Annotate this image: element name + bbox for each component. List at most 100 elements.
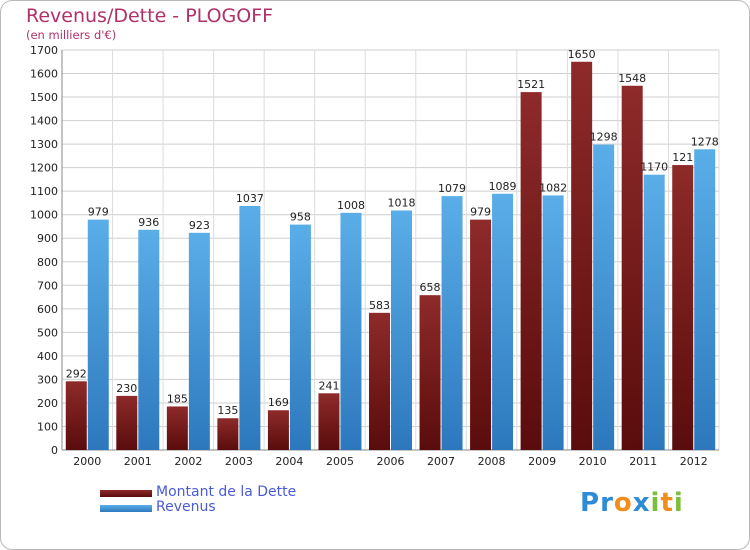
bar-revenus [391, 210, 412, 450]
y-tick-label: 200 [37, 397, 58, 410]
bar-dette [672, 165, 694, 450]
x-tick-label: 2010 [579, 455, 607, 468]
bar-revenus [643, 174, 665, 451]
legend-label-dette: Montant de la Dette [156, 484, 297, 500]
y-tick-label: 1300 [30, 138, 58, 151]
data-label-dette: 121 [672, 151, 693, 164]
y-tick-label: 0 [51, 444, 58, 457]
data-label-revenus: 1089 [489, 180, 517, 193]
logo-letter: P [580, 488, 601, 518]
x-tick-label: 2005 [326, 455, 354, 468]
data-label-dette: 1650 [568, 48, 596, 61]
bar-revenus [239, 206, 261, 450]
data-label-dette: 1548 [618, 72, 646, 85]
bar-dette [65, 381, 87, 450]
y-tick-label: 1700 [30, 44, 58, 57]
y-tick-label: 600 [37, 303, 58, 316]
bar-dette [571, 61, 593, 450]
data-label-revenus: 936 [138, 216, 159, 229]
data-label-dette: 658 [420, 281, 441, 294]
y-tick-label: 700 [37, 279, 58, 292]
data-label-dette: 185 [167, 392, 188, 405]
y-tick-label: 100 [37, 420, 58, 433]
legend-swatch-revenus [100, 505, 152, 512]
y-tick-label: 900 [37, 232, 58, 245]
logo-letter: r [600, 488, 614, 518]
data-label-revenus: 1170 [640, 161, 668, 174]
y-tick-label: 1200 [30, 162, 58, 175]
bar-dette [267, 410, 289, 450]
data-labels: 292 230 185 135 169 241 583 658 979 1521 1650 1548 1… [66, 48, 719, 417]
x-tick-label: 2003 [225, 455, 253, 468]
bar-dette [318, 393, 340, 450]
data-label-revenus: 958 [290, 211, 311, 224]
bar-revenus [593, 144, 615, 450]
data-label-dette: 241 [318, 379, 339, 392]
logo-letter: i [673, 488, 684, 518]
logo-letter: o [613, 488, 633, 518]
data-label-dette: 1521 [517, 78, 545, 91]
data-label-dette: 230 [116, 382, 137, 395]
data-label-revenus: 1082 [539, 181, 567, 194]
data-label-dette: 135 [217, 404, 238, 417]
bar-revenus [542, 195, 564, 450]
bar-dette [116, 395, 138, 450]
x-tick-label: 2002 [174, 455, 202, 468]
bar-revenus [340, 212, 362, 450]
legend-label-revenus: Revenus [156, 499, 216, 515]
bar-dette [419, 295, 441, 450]
bar-dette [621, 85, 643, 450]
data-label-dette: 292 [66, 367, 87, 380]
y-tick-label: 1100 [30, 185, 58, 198]
chart-title: Revenus/Dette - PLOGOFF [26, 5, 274, 27]
x-tick-label: 2008 [478, 455, 506, 468]
x-tick-label: 2004 [275, 455, 303, 468]
data-label-dette: 169 [268, 396, 289, 409]
bars [65, 61, 716, 451]
logo-letter: i [650, 488, 661, 518]
bar-revenus [694, 149, 716, 450]
data-label-revenus: 1037 [236, 192, 264, 205]
y-tick-label: 800 [37, 256, 58, 269]
data-label-revenus: 1018 [388, 196, 416, 209]
y-tick-label: 1600 [30, 68, 58, 81]
y-tick-label: 1500 [30, 91, 58, 104]
logo-letter: t [660, 488, 674, 518]
bar-revenus [441, 196, 463, 450]
bar-revenus [289, 224, 311, 450]
y-tick-label: 400 [37, 350, 58, 363]
bar-dette [520, 92, 542, 450]
x-tick-label: 2012 [680, 455, 708, 468]
legend-swatch-dette [100, 490, 152, 497]
bar-revenus [87, 219, 109, 450]
x-tick-label: 2009 [528, 455, 556, 468]
y-tick-label: 1400 [30, 115, 58, 128]
data-label-dette: 979 [470, 206, 491, 219]
data-label-dette: 583 [369, 299, 390, 312]
proxiti-logo: Proxiti [580, 488, 684, 518]
x-tick-label: 2001 [124, 455, 152, 468]
data-label-revenus: 1079 [438, 182, 466, 195]
legend-item-revenus: Revenus [100, 499, 380, 516]
y-tick-label: 300 [37, 373, 58, 386]
legend: Montant de la Dette Revenus [100, 484, 380, 516]
bar-dette [369, 312, 390, 450]
data-label-revenus: 923 [189, 219, 210, 232]
chart-subtitle: (en milliers d'€) [26, 28, 117, 42]
x-tick-label: 2000 [73, 455, 101, 468]
bar-revenus [492, 193, 514, 450]
grid-lines [61, 49, 720, 451]
bar-revenus [138, 229, 160, 450]
y-tick-label: 1000 [30, 209, 58, 222]
x-tick-label: 2011 [629, 455, 657, 468]
x-tick-label: 2006 [377, 455, 405, 468]
legend-item-dette: Montant de la Dette [100, 484, 380, 501]
y-tick-label: 500 [37, 326, 58, 339]
bar-revenus [188, 232, 210, 450]
data-label-revenus: 1278 [691, 135, 719, 148]
bar-dette [470, 219, 492, 450]
data-label-revenus: 1008 [337, 199, 365, 212]
bar-dette [217, 418, 239, 450]
x-tick-label: 2007 [427, 455, 455, 468]
